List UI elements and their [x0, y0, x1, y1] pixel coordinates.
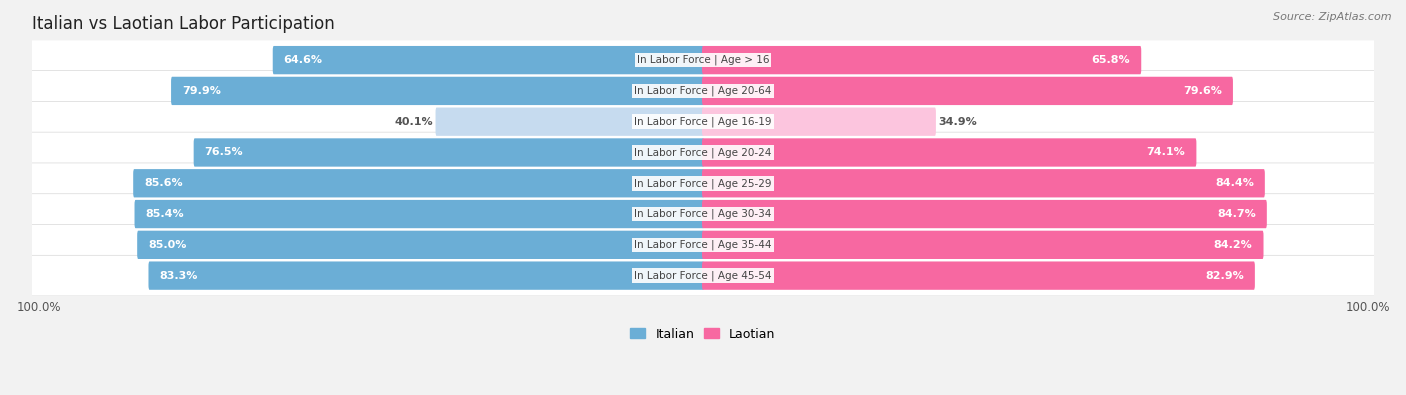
Text: In Labor Force | Age 35-44: In Labor Force | Age 35-44	[634, 240, 772, 250]
Text: In Labor Force | Age > 16: In Labor Force | Age > 16	[637, 55, 769, 65]
Text: 65.8%: 65.8%	[1091, 55, 1130, 65]
Text: In Labor Force | Age 16-19: In Labor Force | Age 16-19	[634, 117, 772, 127]
FancyBboxPatch shape	[30, 102, 1376, 142]
Text: In Labor Force | Age 45-54: In Labor Force | Age 45-54	[634, 270, 772, 281]
Text: 79.9%: 79.9%	[181, 86, 221, 96]
FancyBboxPatch shape	[30, 194, 1376, 234]
Text: 84.7%: 84.7%	[1218, 209, 1256, 219]
Text: Source: ZipAtlas.com: Source: ZipAtlas.com	[1274, 12, 1392, 22]
Text: 85.0%: 85.0%	[148, 240, 187, 250]
FancyBboxPatch shape	[702, 261, 1256, 290]
Text: 82.9%: 82.9%	[1205, 271, 1244, 280]
FancyBboxPatch shape	[702, 231, 1264, 259]
FancyBboxPatch shape	[30, 71, 1376, 111]
Text: 85.4%: 85.4%	[145, 209, 184, 219]
FancyBboxPatch shape	[702, 138, 1197, 167]
FancyBboxPatch shape	[135, 200, 704, 228]
FancyBboxPatch shape	[436, 107, 704, 136]
Text: In Labor Force | Age 20-64: In Labor Force | Age 20-64	[634, 86, 772, 96]
Text: 74.1%: 74.1%	[1147, 147, 1185, 158]
FancyBboxPatch shape	[702, 46, 1142, 74]
FancyBboxPatch shape	[30, 132, 1376, 173]
Text: In Labor Force | Age 20-24: In Labor Force | Age 20-24	[634, 147, 772, 158]
FancyBboxPatch shape	[702, 169, 1265, 198]
Text: 84.4%: 84.4%	[1215, 178, 1254, 188]
FancyBboxPatch shape	[149, 261, 704, 290]
Text: 64.6%: 64.6%	[284, 55, 323, 65]
FancyBboxPatch shape	[30, 224, 1376, 265]
FancyBboxPatch shape	[30, 40, 1376, 81]
Text: In Labor Force | Age 30-34: In Labor Force | Age 30-34	[634, 209, 772, 219]
FancyBboxPatch shape	[134, 169, 704, 198]
FancyBboxPatch shape	[172, 77, 704, 105]
Text: 40.1%: 40.1%	[395, 117, 433, 127]
Text: 83.3%: 83.3%	[159, 271, 198, 280]
FancyBboxPatch shape	[30, 255, 1376, 296]
FancyBboxPatch shape	[702, 77, 1233, 105]
FancyBboxPatch shape	[702, 107, 936, 136]
Text: In Labor Force | Age 25-29: In Labor Force | Age 25-29	[634, 178, 772, 188]
Text: 79.6%: 79.6%	[1182, 86, 1222, 96]
FancyBboxPatch shape	[138, 231, 704, 259]
FancyBboxPatch shape	[30, 163, 1376, 203]
Text: 34.9%: 34.9%	[938, 117, 977, 127]
FancyBboxPatch shape	[702, 200, 1267, 228]
Text: 76.5%: 76.5%	[205, 147, 243, 158]
Text: 84.2%: 84.2%	[1213, 240, 1253, 250]
FancyBboxPatch shape	[273, 46, 704, 74]
FancyBboxPatch shape	[194, 138, 704, 167]
Text: Italian vs Laotian Labor Participation: Italian vs Laotian Labor Participation	[32, 15, 335, 33]
Text: 85.6%: 85.6%	[145, 178, 183, 188]
Legend: Italian, Laotian: Italian, Laotian	[626, 323, 780, 346]
